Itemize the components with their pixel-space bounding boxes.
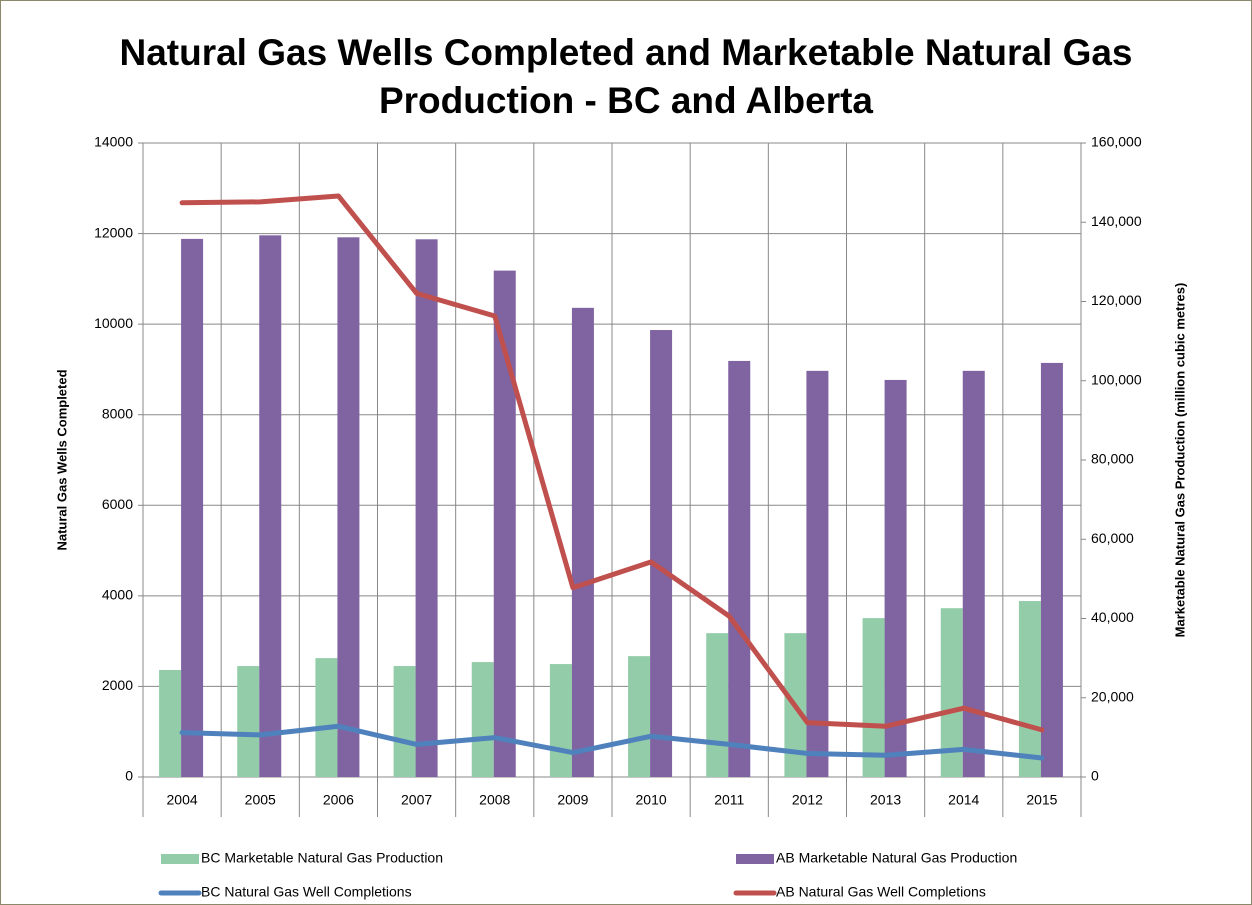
- bar: [493, 270, 516, 777]
- bar: [650, 330, 673, 777]
- y2-tick-label: 120,000: [1091, 292, 1142, 308]
- bar: [628, 656, 651, 777]
- y-tick-label: 12000: [94, 224, 133, 240]
- bar: [862, 618, 885, 777]
- y2-tick-label: 140,000: [1091, 213, 1142, 229]
- x-tick-label: 2015: [1026, 792, 1057, 808]
- bar: [940, 608, 963, 777]
- x-tick-label: 2014: [948, 792, 979, 808]
- legend-label: BC Natural Gas Well Completions: [201, 884, 412, 900]
- bar: [706, 633, 729, 777]
- bar: [1040, 362, 1063, 777]
- bar: [471, 662, 494, 777]
- x-tick-label: 2009: [557, 792, 588, 808]
- legend-label: AB Natural Gas Well Completions: [776, 884, 986, 900]
- bar: [159, 670, 182, 777]
- line: [179, 193, 1045, 733]
- y2-tick-label: 60,000: [1091, 530, 1134, 546]
- x-tick-label: 2004: [167, 792, 198, 808]
- bar: [549, 664, 572, 777]
- bar: [571, 307, 594, 777]
- x-tick-label: 2008: [479, 792, 510, 808]
- line: [179, 723, 1045, 761]
- y2-tick-label: 0: [1091, 768, 1099, 784]
- y-tick-label: 0: [125, 768, 133, 784]
- bar: [393, 666, 416, 777]
- bar: [415, 239, 438, 777]
- y2-tick-label: 80,000: [1091, 451, 1134, 467]
- legend-label: AB Marketable Natural Gas Production: [776, 850, 1017, 866]
- bar: [259, 235, 282, 778]
- y-tick-label: 2000: [102, 677, 133, 693]
- y2-axis-title: Marketable Natural Gas Production (milli…: [1172, 283, 1187, 638]
- x-tick-label: 2013: [870, 792, 901, 808]
- y2-tick-label: 160,000: [1091, 134, 1142, 150]
- bar: [806, 370, 829, 777]
- plot-border: [142, 142, 1082, 778]
- x-tick-label: 2011: [714, 792, 744, 808]
- y-tick-label: 6000: [102, 496, 133, 512]
- y-tick-label: 14000: [94, 134, 133, 150]
- y-tick-label: 10000: [94, 315, 133, 331]
- x-tick-label: 2006: [323, 792, 354, 808]
- bar: [315, 658, 338, 777]
- legend-swatch: [161, 854, 199, 864]
- x-tick-label: 2012: [792, 792, 823, 808]
- bar: [884, 379, 907, 777]
- bar: [1018, 601, 1041, 777]
- bar: [181, 238, 204, 777]
- y-tick-label: 4000: [102, 587, 133, 603]
- x-tick-label: 2007: [401, 792, 432, 808]
- y2-tick-label: 20,000: [1091, 688, 1134, 704]
- y-tick-label: 8000: [102, 405, 133, 421]
- y-axis-title: Natural Gas Wells Completed: [54, 369, 69, 550]
- bar: [237, 666, 260, 777]
- chart-title: Natural Gas Wells Completed and Marketab…: [119, 32, 1133, 121]
- x-tick-label: 2005: [245, 792, 276, 808]
- y2-tick-label: 100,000: [1091, 371, 1142, 387]
- bar: [962, 370, 985, 777]
- x-tick-label: 2010: [636, 792, 667, 808]
- bar: [728, 360, 751, 777]
- legend-swatch: [736, 854, 774, 864]
- bar: [337, 237, 360, 777]
- y2-tick-label: 40,000: [1091, 609, 1134, 625]
- legend-label: BC Marketable Natural Gas Production: [201, 850, 443, 866]
